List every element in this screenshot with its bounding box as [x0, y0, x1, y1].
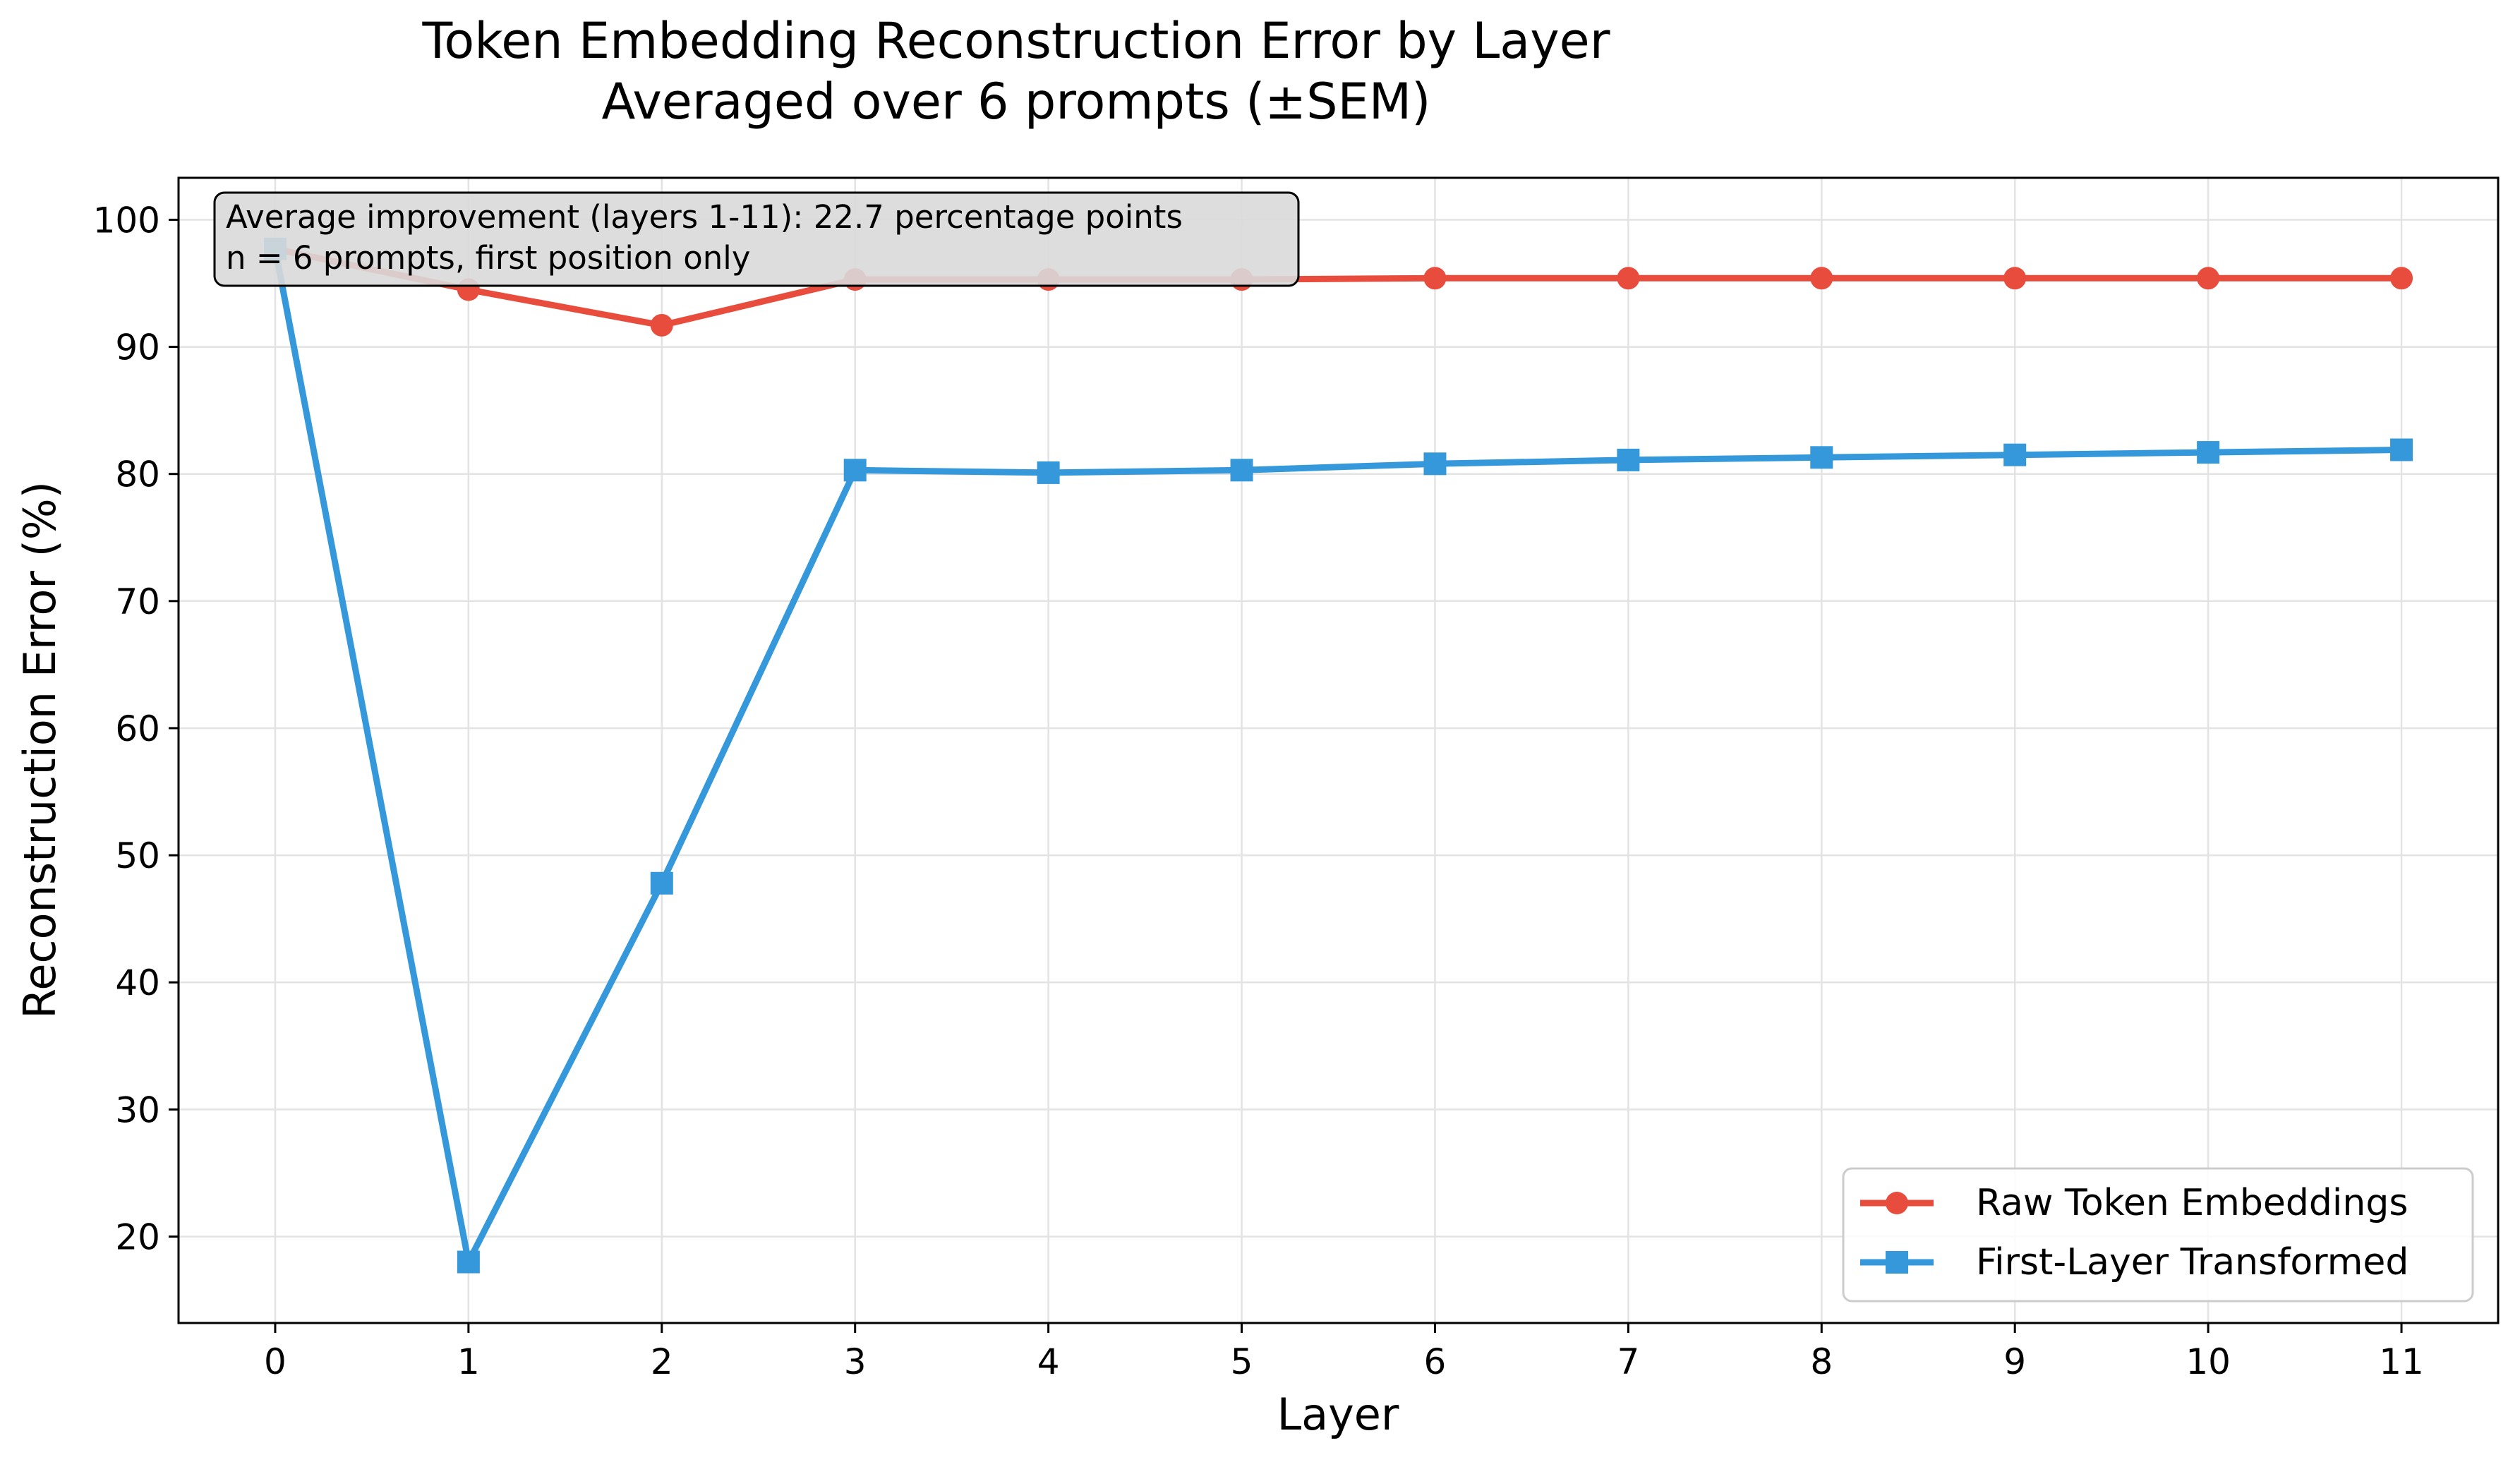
- data-point-transformed: [1810, 446, 1833, 469]
- data-point-raw: [2003, 267, 2027, 290]
- y-tick-label: 20: [115, 1217, 160, 1258]
- y-tick-label: 80: [115, 454, 160, 495]
- data-point-transformed: [2197, 441, 2220, 464]
- x-tick-label: 5: [1231, 1341, 1253, 1382]
- data-point-transformed: [1230, 459, 1253, 482]
- data-point-transformed: [650, 871, 673, 895]
- data-point-raw: [1423, 267, 1447, 290]
- data-point-transformed: [457, 1250, 480, 1274]
- x-axis: 0 1 2 3 4 5 6 7 8 9 10 11: [264, 1323, 2424, 1382]
- x-tick-label: 2: [651, 1341, 673, 1382]
- x-tick-label: 4: [1037, 1341, 1060, 1382]
- x-tick-label: 11: [2379, 1341, 2424, 1382]
- data-point-raw: [2390, 267, 2413, 290]
- plot-frame: [177, 176, 2500, 1324]
- legend-swatch-transformed-marker: [1886, 1251, 1908, 1274]
- data-point-transformed: [843, 459, 867, 482]
- y-tick-label: 70: [115, 581, 160, 622]
- series-line-raw: [272, 246, 2405, 329]
- x-tick-label: 3: [844, 1341, 867, 1382]
- x-tick-label: 9: [2003, 1341, 2026, 1382]
- y-tick-label: 50: [115, 835, 160, 876]
- data-point-transformed: [1037, 461, 1060, 484]
- chart-subtitle: Averaged over 6 prompts (±SEM): [602, 73, 1431, 131]
- annotation-line-2: n = 6 prompts, first position only: [226, 239, 750, 277]
- data-point-transformed: [1423, 452, 1447, 476]
- y-tick-label: 60: [115, 708, 160, 749]
- x-tick-label: 1: [457, 1341, 480, 1382]
- chart-title: Token Embedding Reconstruction Error by …: [422, 12, 1610, 70]
- data-point-raw: [1810, 267, 1833, 290]
- x-tick-label: 6: [1424, 1341, 1447, 1382]
- data-point-transformed: [1617, 448, 1640, 471]
- series-line-transformed: [272, 246, 2405, 1265]
- x-tick-label: 10: [2186, 1341, 2231, 1382]
- series-layer: [263, 237, 2413, 1274]
- data-point-transformed: [2390, 438, 2413, 461]
- y-tick-label: 40: [115, 962, 160, 1003]
- data-point-raw: [650, 313, 673, 337]
- data-point-raw: [2197, 267, 2220, 290]
- annotation-box: Average improvement (layers 1-11): 22.7 …: [213, 191, 1300, 287]
- legend: Raw Token Embeddings First-Layer Transfo…: [1842, 1167, 2474, 1303]
- data-point-transformed: [2003, 443, 2027, 466]
- y-tick-label: 90: [115, 327, 160, 368]
- legend-label-raw: Raw Token Embeddings: [1976, 1182, 2408, 1224]
- y-tick-label: 100: [93, 200, 160, 241]
- y-axis: 20 30 40 50 60 70 80 90 100: [93, 200, 179, 1258]
- y-axis-label: Reconstruction Error (%): [14, 481, 66, 1019]
- x-tick-label: 7: [1617, 1341, 1639, 1382]
- x-axis-label: Layer: [1277, 1389, 1399, 1440]
- annotation-line-1: Average improvement (layers 1-11): 22.7 …: [226, 198, 1183, 236]
- legend-frame: [1842, 1167, 2474, 1303]
- legend-label-transformed: First-Layer Transformed: [1976, 1241, 2409, 1283]
- x-tick-label: 0: [264, 1341, 287, 1382]
- legend-swatch-raw-marker: [1886, 1192, 1908, 1214]
- annotation-background: [213, 191, 1300, 287]
- data-point-raw: [1617, 267, 1640, 290]
- y-tick-label: 30: [115, 1089, 160, 1130]
- x-tick-label: 8: [1810, 1341, 1833, 1382]
